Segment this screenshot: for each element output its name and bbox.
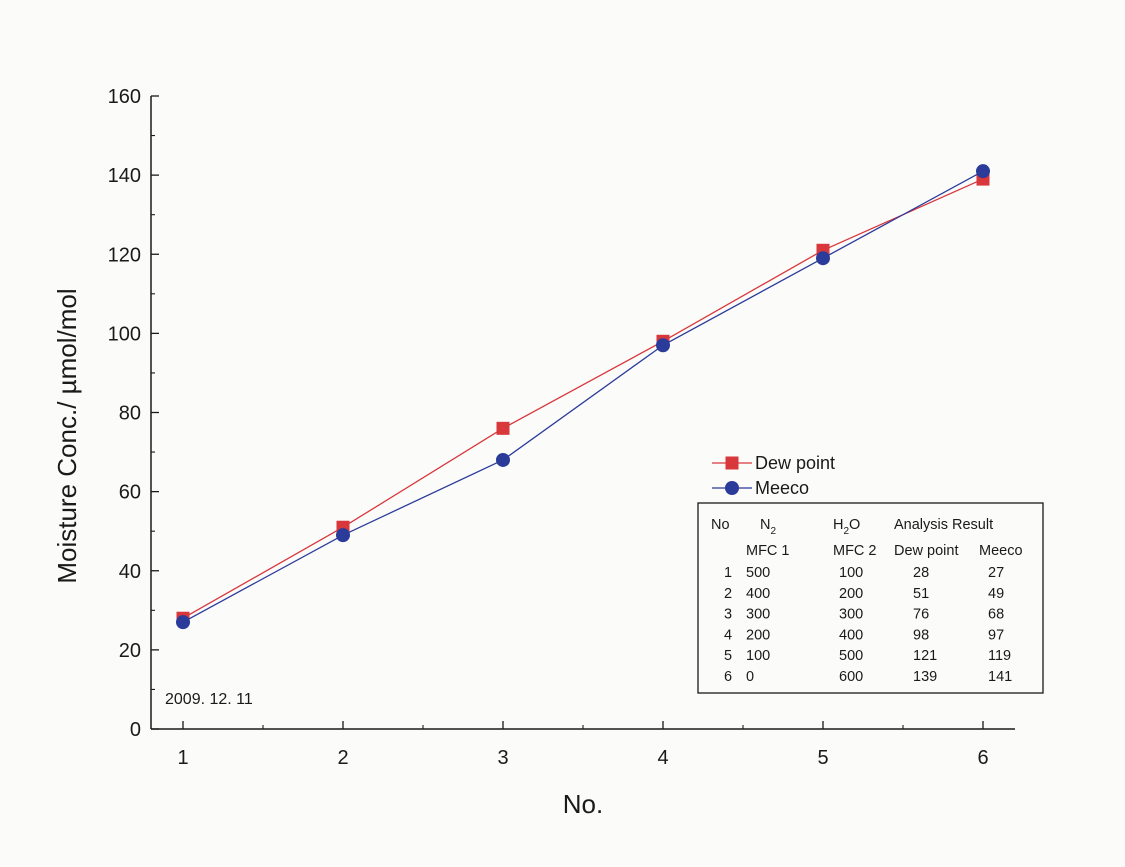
table-cell-mfc2: 600 bbox=[839, 669, 863, 685]
table-header-h2o: H2O bbox=[833, 517, 860, 537]
table-rows: 1 500 100 28 27 2 400 200 51 49 3 300 300 76 68 4 200 400… bbox=[724, 565, 1012, 685]
table-cell-dewpoint: 76 bbox=[913, 607, 929, 623]
y-tick-label: 20 bbox=[119, 640, 141, 662]
y-tick-label: 0 bbox=[130, 719, 141, 741]
table-cell-mfc2: 500 bbox=[839, 648, 863, 664]
table-cell-mfc2: 100 bbox=[839, 565, 863, 581]
meeco-marker bbox=[656, 338, 670, 353]
table-cell-dewpoint: 139 bbox=[913, 669, 937, 685]
x-tick-label: 2 bbox=[337, 747, 348, 769]
table-cell-meeco: 119 bbox=[988, 648, 1011, 664]
table-cell-mfc1: 500 bbox=[746, 565, 770, 581]
x-axis-title: No. bbox=[563, 789, 603, 819]
table-cell-mfc1: 400 bbox=[746, 586, 770, 602]
table-cell-mfc1: 100 bbox=[746, 648, 770, 664]
table-cell-mfc2: 400 bbox=[839, 627, 863, 643]
x-tick-label: 1 bbox=[177, 747, 188, 769]
dew-point-marker bbox=[496, 421, 510, 435]
y-tick-label: 40 bbox=[119, 561, 141, 583]
table-cell-dewpoint: 28 bbox=[913, 565, 929, 581]
table-cell-meeco: 27 bbox=[988, 565, 1004, 581]
data-table: No N2 H2O Analysis Result MFC 1 MFC 2 De… bbox=[697, 502, 1044, 694]
meeco-marker bbox=[496, 452, 510, 467]
x-tick-label: 6 bbox=[977, 747, 988, 769]
table-cell-dewpoint: 51 bbox=[913, 586, 929, 602]
table-cell-mfc1: 200 bbox=[746, 627, 770, 643]
table-cell-no: 6 bbox=[724, 669, 732, 685]
date-annotation: 2009. 12. 11 bbox=[165, 691, 253, 708]
table-cell-dewpoint: 121 bbox=[913, 648, 937, 664]
y-tick-label: 60 bbox=[119, 482, 141, 504]
dew-point-line bbox=[182, 178, 984, 619]
table-cell-meeco: 49 bbox=[988, 586, 1004, 602]
y-tick-label: 140 bbox=[108, 165, 141, 187]
table-cell-no: 5 bbox=[724, 648, 732, 664]
meeco-marker bbox=[976, 164, 990, 179]
table-cell-no: 4 bbox=[724, 627, 732, 643]
table-header-o: O bbox=[849, 517, 860, 533]
table-cell-mfc1: 300 bbox=[746, 607, 770, 623]
table-cell-meeco: 97 bbox=[988, 627, 1004, 643]
x-tick-label: 5 bbox=[817, 747, 828, 769]
table-border bbox=[697, 502, 1044, 694]
legend-label-dew-point: Dew point bbox=[755, 453, 835, 473]
table-cell-mfc2: 300 bbox=[839, 607, 863, 623]
series-layer bbox=[176, 164, 990, 630]
table-cell-no: 2 bbox=[724, 586, 732, 602]
y-tick-label: 160 bbox=[108, 86, 141, 108]
y-axis-title: Moisture Conc./ µmol/mol bbox=[52, 288, 82, 583]
table-cell-dewpoint: 98 bbox=[913, 627, 929, 643]
legend-marker-dew-point bbox=[725, 456, 739, 470]
meeco-marker bbox=[816, 251, 830, 266]
table-subheader-meeco: Meeco bbox=[979, 543, 1023, 559]
table-cell-meeco: 141 bbox=[988, 669, 1012, 685]
table-cell-no: 3 bbox=[724, 607, 732, 623]
table-header-h: H bbox=[833, 517, 843, 533]
table-header-n: N bbox=[760, 517, 770, 533]
y-tick-label: 80 bbox=[119, 403, 141, 425]
table-header-analysis: Analysis Result bbox=[894, 517, 993, 533]
table-subheader-dewpoint: Dew point bbox=[894, 543, 958, 559]
table-header-h-subscript: 2 bbox=[843, 526, 849, 537]
table-header-n-subscript: 2 bbox=[770, 526, 776, 537]
table-cell-mfc1: 0 bbox=[746, 669, 754, 685]
meeco-marker bbox=[336, 528, 350, 543]
legend-label-meeco: Meeco bbox=[755, 478, 809, 498]
table-cell-mfc2: 200 bbox=[839, 586, 863, 602]
legend-marker-meeco bbox=[725, 481, 739, 495]
table-cell-meeco: 68 bbox=[988, 607, 1004, 623]
table-cell-no: 1 bbox=[724, 565, 732, 581]
table-header-n2: N2 bbox=[760, 517, 776, 537]
x-tick-label: 4 bbox=[657, 747, 668, 769]
x-tick-label: 3 bbox=[497, 747, 508, 769]
table-subheader-mfc2: MFC 2 bbox=[833, 543, 877, 559]
meeco-line bbox=[182, 170, 984, 623]
y-tick-label: 120 bbox=[108, 244, 141, 266]
table-subheader-mfc1: MFC 1 bbox=[746, 543, 790, 559]
y-tick-label: 100 bbox=[108, 323, 141, 345]
legend: Dew point Meeco bbox=[712, 453, 835, 498]
meeco-marker bbox=[176, 615, 190, 630]
table-header-no: No bbox=[711, 517, 730, 533]
